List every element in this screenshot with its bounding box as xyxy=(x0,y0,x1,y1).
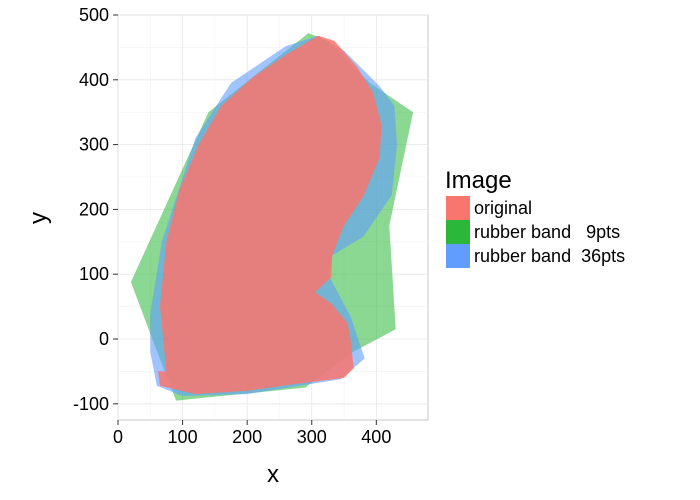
legend-swatch-original xyxy=(446,196,470,220)
y-tick-label: 0 xyxy=(99,329,109,349)
x-axis-title: x xyxy=(267,461,279,488)
legend-title: Image xyxy=(445,167,512,194)
x-tick-label: 0 xyxy=(113,427,123,447)
y-tick-label: 100 xyxy=(79,264,109,284)
legend-label-rubber-band-36pts: rubber band 36pts xyxy=(474,246,625,266)
y-tick-label: 500 xyxy=(79,5,109,25)
y-axis-title: y xyxy=(25,212,52,224)
y-tick-label: 200 xyxy=(79,199,109,219)
x-tick-label: 200 xyxy=(232,427,262,447)
legend-swatch-rubber-band-36pts xyxy=(446,244,470,268)
x-tick-label: 400 xyxy=(361,427,391,447)
y-tick-label: 300 xyxy=(79,135,109,155)
legend-label-rubber-band-9pts: rubber band 9pts xyxy=(474,222,620,242)
x-tick-label: 100 xyxy=(168,427,198,447)
x-tick-label: 300 xyxy=(297,427,327,447)
y-tick-label: 400 xyxy=(79,70,109,90)
series-original xyxy=(158,35,382,395)
legend-items: original rubber band 9pts rubber band 36pt… xyxy=(446,196,625,268)
y-tick-label: -100 xyxy=(73,394,109,414)
legend: Image original rubber band 9pts rubber ban… xyxy=(445,167,625,268)
legend-swatch-rubber-band-9pts xyxy=(446,220,470,244)
series-layer xyxy=(130,33,414,401)
legend-label-original: original xyxy=(474,198,532,218)
